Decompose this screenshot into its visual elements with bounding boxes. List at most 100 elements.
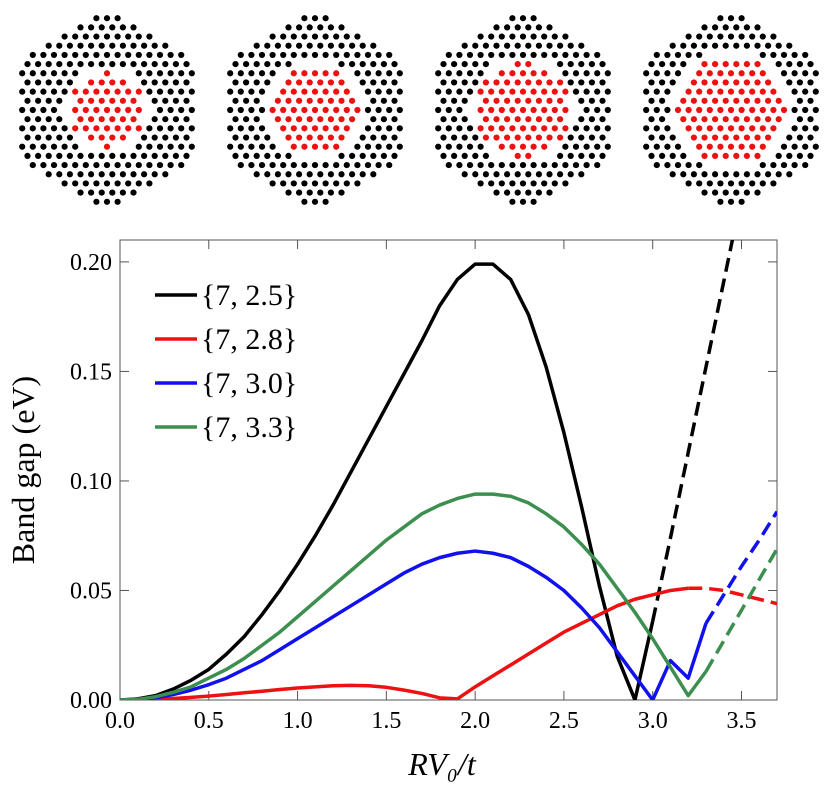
lattice-site [733,24,740,31]
lattice-site [759,33,766,40]
lattice-site [301,106,308,114]
lattice-site [178,125,185,132]
lattice-site [396,125,403,132]
lattice-site [780,143,788,150]
lattice-site [690,134,698,141]
lattice-site [786,42,793,49]
lattice-site [88,189,95,196]
lattice-site [82,125,89,132]
lattice-site [135,51,142,59]
lattice-site [119,61,126,68]
lattice-site [109,79,116,86]
lattice-site [306,171,313,178]
lattice-site [664,106,671,114]
lattice-site [167,70,174,77]
lattice-site [519,125,527,132]
lattice-site [178,51,185,59]
lattice-site [588,152,596,159]
lattice-site [141,152,148,159]
lattice-site [243,61,250,68]
lattice-site [396,143,403,150]
lattice-site [717,143,724,150]
lattice-site [301,88,308,95]
lattice-site [551,180,558,187]
lattice-site [103,161,111,169]
lattice-site [722,152,729,159]
lattice-site [103,143,111,150]
lattice-site [770,33,777,40]
lattice-site [109,152,116,159]
lattice-site [685,180,692,187]
lattice-site [796,134,804,141]
lattice-site [680,152,687,159]
lattice-site [375,143,382,150]
lattice-site [349,42,356,49]
lattice-site [653,106,660,114]
lattice-site [557,79,564,86]
lattice-site [472,152,479,159]
lattice-site [712,171,719,178]
lattice-site [386,70,393,77]
lattice-site [754,79,761,86]
lattice-site [109,134,116,141]
lattice-site [786,79,793,86]
lattice-site [551,161,558,169]
lattice-site [248,161,255,169]
lattice-site [796,152,804,159]
lattice-site [183,79,190,86]
lattice-site [754,134,761,141]
lattice-site [802,161,809,169]
lattice-site [498,125,505,132]
lattice-site [733,116,740,123]
lattice-site [451,116,458,123]
lattice-site [338,171,345,178]
lattice-site [493,42,500,49]
lattice-site [66,171,73,178]
lattice-site [701,79,708,86]
lattice-site [50,51,58,59]
lattice-site [599,134,606,141]
lattice-site [643,88,650,95]
lattice-site [514,42,521,49]
lattice-site [125,180,132,187]
lattice-site [285,61,292,68]
lattice-site [578,152,585,159]
lattice-site [370,61,377,68]
lattice-site [188,106,195,114]
lattice-site [557,152,564,159]
lattice-site [248,70,255,77]
lattice-site [109,171,116,178]
lattice-site [765,79,772,86]
lattice-site [780,51,788,59]
lattice-site [525,61,532,68]
lattice-site [791,51,798,59]
lattice-site [733,134,740,141]
lattice-site [588,79,596,86]
lattice-site [285,189,292,196]
lattice-site [567,79,574,86]
lattice-site [456,106,463,114]
lattice-site [509,180,516,187]
lattice-site [66,134,73,141]
lattice-site [659,116,666,123]
lattice-site [738,88,745,95]
lattice-site [791,106,798,114]
lattice-site [141,171,148,178]
lattice-site [327,42,334,49]
lattice-site [45,134,52,141]
lattice-site [285,116,292,123]
lattice-site [50,88,58,95]
lattice-site [274,152,281,159]
lattice-site [445,88,452,95]
lattice-site [685,161,692,169]
lattice-site [114,180,121,187]
lattice-site [812,106,819,114]
lattice-site [796,97,804,104]
lattice-site [167,51,174,59]
lattice-site [237,70,244,77]
lattice-site [482,171,489,178]
lattice-site [19,70,26,77]
lattice-site [685,125,692,132]
lattice-site [541,161,548,169]
lattice-site [775,97,782,104]
